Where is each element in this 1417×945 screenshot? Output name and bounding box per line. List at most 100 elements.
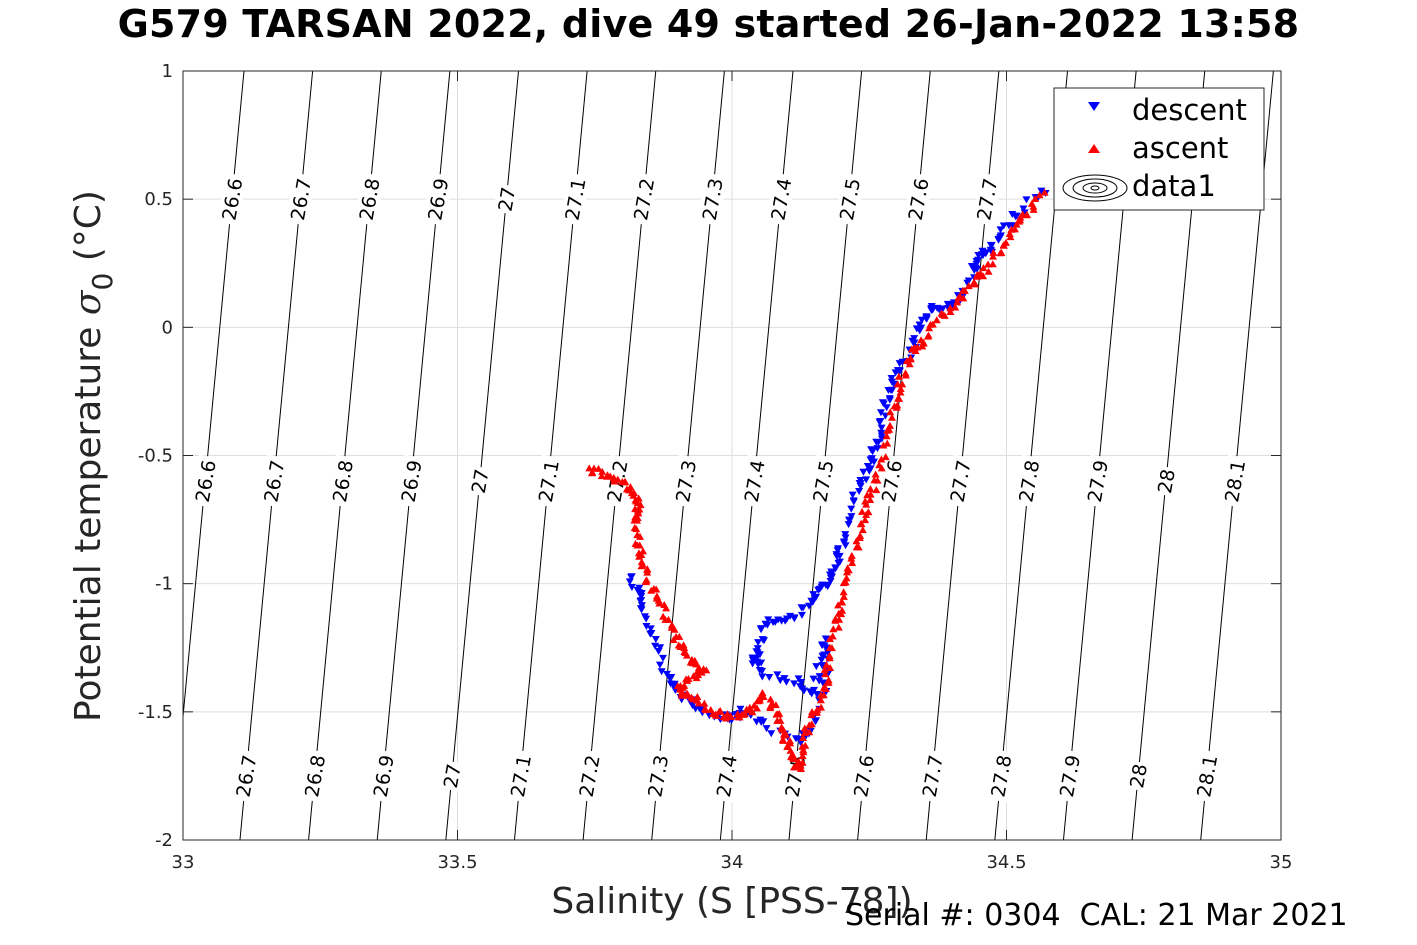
ascent-marker bbox=[858, 526, 867, 534]
ascent-marker bbox=[1031, 194, 1040, 202]
y-tick-label: -2 bbox=[155, 830, 173, 851]
ascent-marker bbox=[883, 439, 892, 447]
ascent-marker bbox=[919, 338, 928, 346]
descent-marker bbox=[887, 374, 896, 382]
ascent-marker bbox=[633, 541, 642, 549]
descent-marker bbox=[691, 705, 700, 713]
ascent-marker bbox=[834, 623, 843, 631]
ascent-marker bbox=[857, 519, 866, 527]
descent-marker bbox=[895, 360, 904, 368]
ascent-marker bbox=[938, 310, 947, 318]
descent-marker bbox=[666, 673, 675, 681]
ascent-marker bbox=[637, 551, 646, 559]
isopycnal-label-background bbox=[834, 172, 865, 226]
descent-marker bbox=[827, 573, 836, 581]
ascent-marker bbox=[793, 761, 802, 769]
ascent-marker bbox=[726, 713, 735, 721]
legend: descent ascent data1 bbox=[1053, 87, 1265, 211]
ascent-marker bbox=[587, 469, 596, 477]
ascent-marker bbox=[894, 372, 903, 380]
y-axis-label-subscript: 0 bbox=[86, 273, 119, 291]
chart-title: G579 TARSAN 2022, dive 49 started 26-Jan… bbox=[117, 2, 1300, 46]
y-tick-label: -1.5 bbox=[138, 702, 173, 723]
isopycnal-label-background bbox=[327, 454, 358, 508]
descent-marker bbox=[1011, 213, 1020, 221]
ascent-marker bbox=[683, 676, 692, 684]
descent-marker bbox=[999, 222, 1008, 230]
descent-marker bbox=[943, 300, 952, 308]
descent-marker bbox=[753, 649, 762, 657]
ascent-marker bbox=[776, 716, 785, 724]
descent-marker bbox=[658, 654, 667, 662]
descent-marker bbox=[935, 306, 944, 314]
descent-marker bbox=[656, 644, 665, 652]
descent-marker bbox=[805, 602, 814, 610]
ascent-marker bbox=[675, 632, 684, 640]
ascent-marker bbox=[866, 485, 875, 493]
isopycnal-label-group: 26.6 bbox=[216, 172, 247, 226]
ascent-marker bbox=[974, 271, 983, 279]
ascent-marker bbox=[786, 746, 795, 754]
ascent-marker bbox=[819, 691, 828, 699]
x-tick-label: 33.5 bbox=[437, 852, 477, 873]
isopycnal-label-background bbox=[807, 454, 839, 508]
isopycnal-label-background bbox=[1124, 760, 1152, 792]
ascent-marker bbox=[620, 478, 629, 486]
ascent-marker bbox=[798, 734, 807, 742]
x-tick-label: 34.5 bbox=[986, 852, 1026, 873]
descent-marker bbox=[823, 649, 832, 657]
descent-marker bbox=[815, 677, 824, 685]
ascent-marker bbox=[960, 286, 969, 294]
ascent-marker bbox=[882, 432, 891, 440]
ascent-marker bbox=[642, 576, 651, 584]
isopycnal-label-background bbox=[765, 172, 797, 226]
descent-marker bbox=[657, 668, 666, 676]
ascent-marker bbox=[898, 380, 907, 388]
ascent-marker bbox=[670, 625, 679, 633]
isopycnal-label-background bbox=[466, 465, 494, 497]
ascent-marker bbox=[953, 298, 962, 306]
ascent-marker bbox=[864, 508, 873, 516]
ascent-marker bbox=[875, 461, 884, 469]
ascent-marker bbox=[820, 665, 829, 673]
descent-marker bbox=[878, 399, 887, 407]
y-axis-label: Potential temperature σ0 (°C) bbox=[68, 190, 119, 722]
ascent-marker bbox=[951, 303, 960, 311]
ascent-marker bbox=[662, 604, 671, 612]
ascent-marker bbox=[779, 736, 788, 744]
descent-marker bbox=[797, 611, 806, 619]
ascent-marker bbox=[825, 651, 834, 659]
ascent-marker bbox=[613, 475, 622, 483]
descent-marker bbox=[855, 487, 864, 495]
descent-marker bbox=[994, 236, 1003, 244]
descent-marker bbox=[986, 241, 995, 249]
ascent-marker bbox=[828, 632, 837, 640]
ascent-marker bbox=[789, 754, 798, 762]
y-axis-label-text: Potential temperature bbox=[68, 315, 109, 722]
ascent-marker bbox=[681, 648, 690, 656]
isopycnal-label-group: 26.7 bbox=[285, 172, 316, 226]
descent-marker bbox=[835, 552, 844, 560]
descent-marker bbox=[915, 327, 924, 335]
y-tick-label: -0.5 bbox=[138, 446, 173, 467]
descent-marker bbox=[874, 439, 883, 447]
ascent-marker bbox=[852, 543, 861, 551]
isopycnal-label-background bbox=[422, 172, 453, 226]
descent-marker bbox=[810, 686, 819, 694]
ascent-marker bbox=[821, 670, 830, 678]
descent-marker bbox=[812, 663, 821, 671]
descent-marker bbox=[844, 521, 853, 529]
ascent-marker bbox=[700, 699, 709, 707]
descent-marker bbox=[885, 396, 894, 404]
ascent-marker bbox=[683, 689, 692, 697]
ascent-marker bbox=[748, 708, 757, 716]
y-axis-label-unit: (°C) bbox=[68, 190, 109, 273]
descent-marker bbox=[974, 256, 983, 264]
descent-marker bbox=[882, 404, 891, 412]
descent-marker bbox=[820, 642, 829, 650]
ascent-marker bbox=[632, 497, 641, 505]
ascent-marker bbox=[910, 343, 919, 351]
ascent-marker bbox=[1005, 230, 1014, 238]
descent-marker bbox=[891, 369, 900, 377]
descent-marker bbox=[758, 673, 767, 681]
